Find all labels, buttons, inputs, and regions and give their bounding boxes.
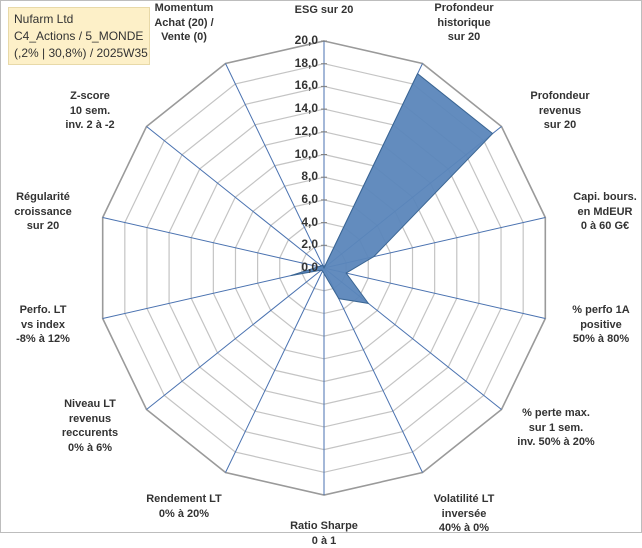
radial-tick-label: 8,0 — [301, 169, 318, 184]
axis-label: Perfo. LT vs index -8% à 12% — [16, 304, 70, 345]
axis-spoke — [146, 126, 325, 269]
axis-label: Régularité croissance sur 20 — [14, 191, 72, 232]
radial-tick-label: 16,0 — [294, 78, 318, 93]
axis-spoke — [225, 63, 325, 269]
axis-spoke — [323, 267, 546, 319]
series-area — [290, 72, 494, 305]
axis-label: Ratio Sharpe 0 à 1 — [290, 520, 358, 547]
category-label: C4_Actions / 5_MONDE — [14, 29, 144, 43]
period-label: (,2% | 30,8%) / 2025W35 — [14, 46, 148, 60]
axis-label: Niveau LT revenus reccurents 0% à 6% — [61, 398, 119, 454]
axis-label: Profondeur historique sur 20 — [434, 2, 494, 43]
axis-label: Z-score 10 sem. inv. 2 à -2 — [65, 90, 115, 131]
radial-tick-label: 12,0 — [294, 123, 318, 138]
radial-tick-label: 20,0 — [294, 33, 318, 47]
axis-spoke — [102, 217, 325, 269]
axis-label: Capi. bours. en MdEUR 0 à 60 G€ — [573, 191, 637, 232]
radial-tick-label: 6,0 — [301, 191, 318, 206]
radial-tick-label: 10,0 — [294, 146, 318, 161]
axis-spoke — [102, 267, 325, 319]
radial-tick-label: 14,0 — [294, 101, 318, 116]
axis-label: Momentum Achat (20) / Vente (0) — [154, 2, 214, 43]
axis-label: Note ESG sur 20 — [294, 0, 354, 16]
axis-label: Volatilité LT inversée 40% à 0% — [433, 493, 495, 534]
radial-tick-label: 2,0 — [301, 237, 318, 252]
axis-label: Profondeur revenus sur 20 — [530, 90, 590, 131]
axis-spoke — [225, 267, 325, 473]
company-name: Nufarm Ltd — [14, 12, 74, 26]
radial-tick-label: 4,0 — [301, 214, 318, 229]
axis-label: % perfo 1A positive 50% à 80% — [572, 304, 630, 345]
axis-label: Rendement LT 0% à 20% — [146, 493, 222, 520]
radial-tick-label: 18,0 — [294, 55, 318, 70]
chart-title-box: Nufarm Ltd C4_Actions / 5_MONDE (,2% | 3… — [8, 7, 150, 65]
axis-label: % perte max. sur 1 sem. inv. 50% à 20% — [517, 407, 595, 448]
axis-spoke — [146, 267, 325, 410]
radial-tick-label: 0,0 — [301, 260, 318, 274]
radar-chart — [101, 40, 547, 496]
axis-spoke — [323, 267, 423, 473]
